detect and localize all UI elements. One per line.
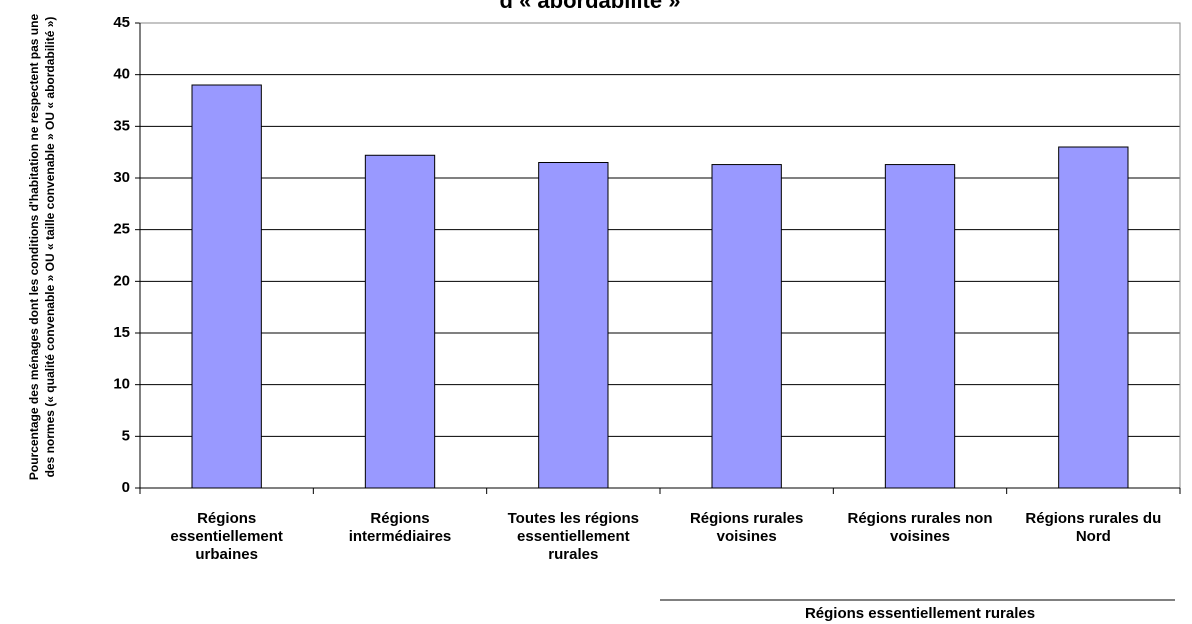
y-tick-label: 10 (113, 376, 130, 393)
x-tick-label: Toutes les régions essentiellement rural… (507, 510, 640, 563)
chart-title: d « abordabilité » (500, 0, 681, 13)
y-tick-label: 25 (113, 221, 130, 238)
group-label: Régions essentiellement rurales (805, 605, 1035, 622)
bar (884, 164, 956, 489)
bar (364, 154, 436, 489)
y-tick-label: 45 (113, 14, 130, 31)
x-tick-label: Régions rurales du Nord (1025, 510, 1162, 545)
plot-frame (139, 22, 1181, 489)
bar (711, 164, 782, 489)
y-tick-label: 35 (113, 117, 130, 134)
y-axis-label: Pourcentage des ménages dont les conditi… (27, 13, 57, 481)
x-tick-label: Régions essentiellement urbaines (170, 510, 283, 563)
bar (538, 162, 609, 489)
bar (1058, 146, 1129, 489)
y-tick-label: 20 (113, 272, 130, 289)
y-tick-label: 5 (122, 427, 130, 444)
x-tick-label: Régions intermédiaires (348, 510, 452, 545)
bar (191, 84, 262, 489)
x-tick-label: Régions rurales voisines (689, 510, 804, 545)
y-tick-label: 15 (113, 324, 130, 341)
y-tick-label: 0 (122, 479, 130, 496)
y-tick-label: 30 (113, 169, 130, 186)
x-tick-label: Régions rurales non voisines (847, 510, 993, 545)
y-tick-label: 40 (113, 66, 130, 83)
